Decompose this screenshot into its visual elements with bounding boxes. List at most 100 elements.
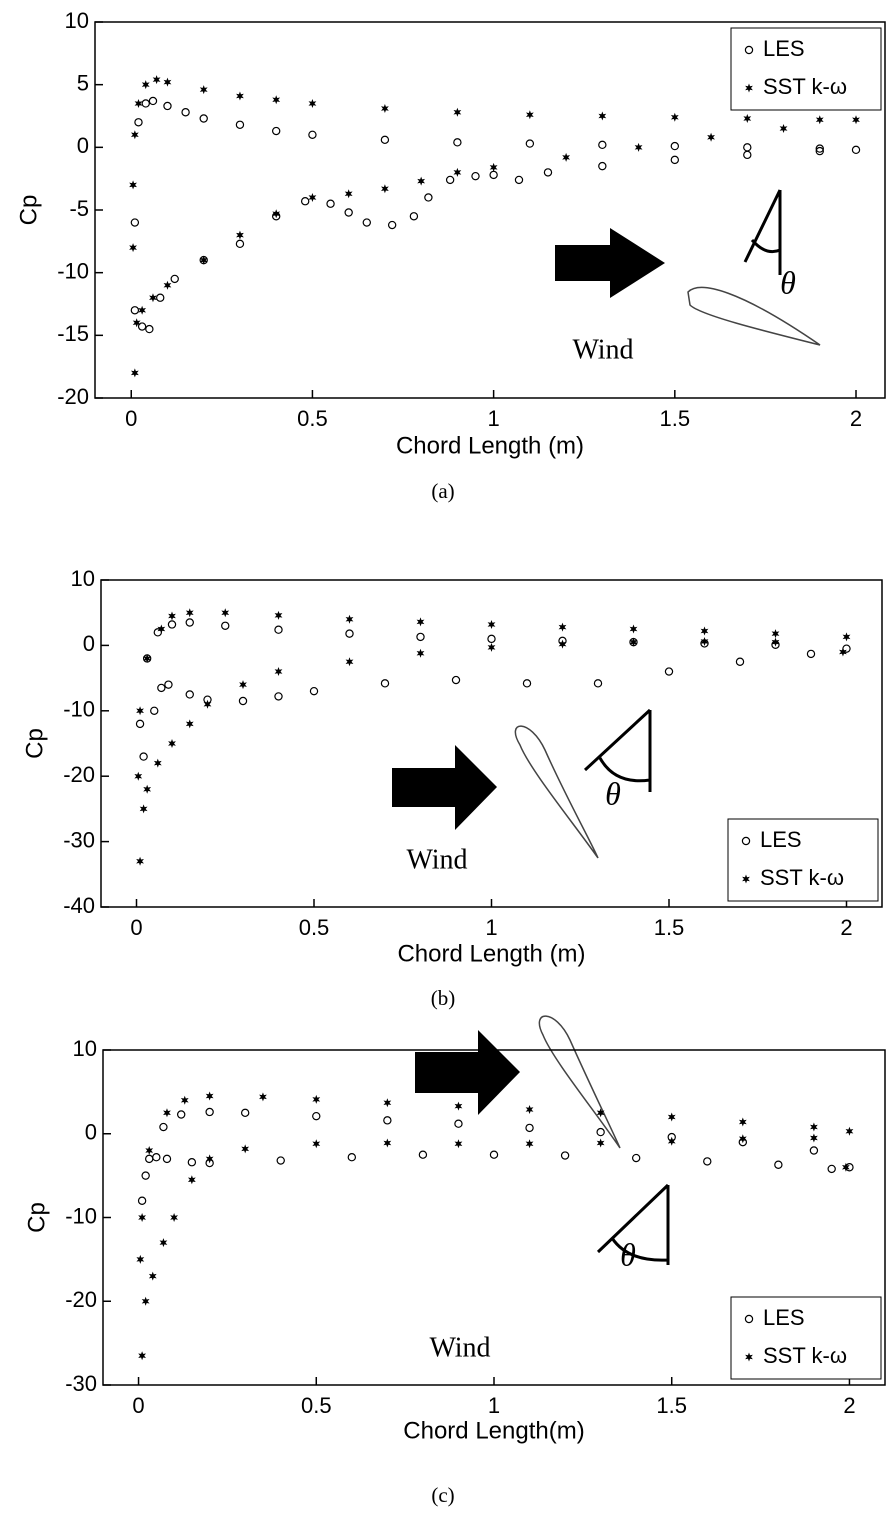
star-marker xyxy=(842,632,851,642)
star-marker xyxy=(138,305,147,315)
star-marker xyxy=(629,637,638,647)
inset-c: Wind θ xyxy=(415,1015,670,1363)
legend-label: LES xyxy=(763,1305,805,1330)
star-marker xyxy=(454,1139,463,1149)
x-tick-label: 2 xyxy=(840,915,852,940)
y-tick-label: 0 xyxy=(85,1120,97,1145)
circle-marker xyxy=(735,657,745,666)
circle-marker xyxy=(347,1152,357,1162)
circle-marker xyxy=(454,1119,463,1128)
star-marker xyxy=(138,1351,146,1361)
star-marker xyxy=(163,280,172,290)
star-marker xyxy=(700,626,709,636)
circle-marker xyxy=(176,1110,186,1119)
circle-marker xyxy=(139,752,148,761)
wind-arrow xyxy=(415,1030,520,1115)
legend-label: SST k-ω xyxy=(760,865,844,890)
star-marker xyxy=(259,1092,267,1102)
x-tick-label: 2 xyxy=(850,406,862,431)
y-axis-label: Cp xyxy=(21,728,48,759)
star-marker xyxy=(136,856,144,866)
airfoil xyxy=(514,725,599,859)
circle-marker xyxy=(145,324,154,334)
star-marker xyxy=(738,1134,747,1144)
star-marker xyxy=(134,98,143,108)
circle-marker xyxy=(187,1158,197,1167)
star-marker xyxy=(241,1144,250,1154)
star-marker xyxy=(239,680,247,690)
circle-marker xyxy=(185,618,194,627)
wind-label: Wind xyxy=(406,844,467,875)
y-tick-label: -10 xyxy=(57,258,89,283)
circle-marker xyxy=(543,168,553,177)
circle-marker xyxy=(300,197,310,206)
wind-arrow xyxy=(555,228,665,298)
circle-marker xyxy=(744,1314,754,1324)
theta-label: θ xyxy=(605,775,621,811)
wind-label: Wind xyxy=(429,1332,490,1363)
star-marker xyxy=(596,1108,605,1118)
circle-marker xyxy=(525,139,535,148)
legend-label: SST k-ω xyxy=(763,1343,847,1368)
star-marker xyxy=(274,667,283,677)
circle-marker xyxy=(152,1152,161,1162)
star-marker xyxy=(381,184,389,194)
star-marker xyxy=(141,1296,150,1306)
star-marker xyxy=(453,107,462,117)
star-marker xyxy=(138,1213,146,1222)
inset-a: Wind θ xyxy=(555,189,821,365)
angle xyxy=(743,189,782,275)
x-tick-label: 1 xyxy=(485,915,497,940)
star-marker xyxy=(381,103,389,113)
legend-label: LES xyxy=(763,36,805,61)
y-tick-label: -15 xyxy=(57,321,89,346)
x-tick-label: 0 xyxy=(132,1393,144,1418)
y-tick-label: 10 xyxy=(71,566,95,591)
circle-marker xyxy=(664,667,674,676)
circle-marker xyxy=(741,836,751,846)
star-marker xyxy=(143,784,152,794)
y-tick-label: 0 xyxy=(77,133,89,158)
circle-marker xyxy=(308,130,317,139)
circle-marker xyxy=(703,1157,712,1166)
circle-marker xyxy=(345,629,354,638)
circle-marker xyxy=(409,212,419,221)
star-marker xyxy=(454,1101,463,1111)
x-tick-label: 0 xyxy=(125,406,137,431)
star-marker xyxy=(489,162,498,172)
circle-marker xyxy=(514,175,524,185)
star-marker xyxy=(272,95,281,105)
circle-marker xyxy=(145,1154,154,1164)
star-marker xyxy=(596,1138,605,1148)
circle-marker xyxy=(593,679,603,688)
circle-marker xyxy=(235,239,245,249)
star-marker xyxy=(487,619,496,629)
caption: (b) xyxy=(431,986,456,1010)
circle-marker xyxy=(827,1164,836,1174)
star-marker xyxy=(344,189,353,199)
star-marker xyxy=(745,83,753,93)
star-marker xyxy=(185,719,194,729)
x-tick-label: 0.5 xyxy=(301,1393,332,1418)
circle-marker xyxy=(560,1151,570,1160)
star-marker xyxy=(810,1122,818,1132)
star-marker xyxy=(203,699,212,709)
circle-marker xyxy=(344,208,353,217)
star-marker xyxy=(163,77,172,87)
star-marker xyxy=(842,1162,850,1172)
star-marker xyxy=(308,192,317,202)
y-tick-label: 10 xyxy=(73,1036,97,1061)
circle-marker xyxy=(453,138,462,147)
star-marker xyxy=(163,1108,171,1118)
circle-marker xyxy=(274,625,283,634)
star-marker xyxy=(345,614,354,624)
circle-marker xyxy=(489,1150,499,1159)
circle-marker xyxy=(418,1150,428,1159)
x-tick-label: 1.5 xyxy=(660,406,691,431)
y-tick-label: -5 xyxy=(69,196,89,221)
circle-marker xyxy=(815,144,824,153)
star-marker xyxy=(159,1238,168,1248)
inset-b: Wind θ xyxy=(392,708,652,875)
circle-marker xyxy=(851,145,861,155)
